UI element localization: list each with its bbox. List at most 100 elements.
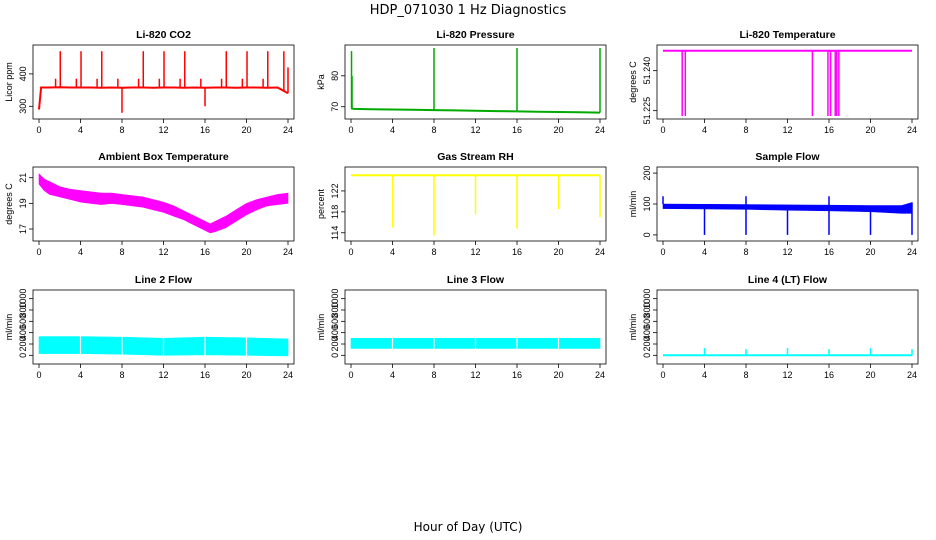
x-tick-label: 8 <box>431 125 436 135</box>
x-tick-label: 16 <box>824 247 834 257</box>
plot-area <box>38 51 289 113</box>
y-tick-label: 800 <box>642 302 652 317</box>
x-tick-label: 8 <box>743 247 748 257</box>
x-tick-label: 20 <box>241 370 251 380</box>
plot-area <box>663 347 913 357</box>
y-axis: 51.225 51.240 <box>642 57 657 124</box>
x-tick-label: 8 <box>119 125 124 135</box>
panel-2: Li-820 Pressure 0 4 8 12 16 20 24 70 80 kPa <box>316 29 607 135</box>
panel-title: Line 2 Flow <box>135 274 193 286</box>
x-tick-label: 4 <box>390 370 395 380</box>
y-tick-label: 300 <box>18 99 28 114</box>
x-tick-label: 12 <box>470 125 480 135</box>
x-tick-label: 4 <box>702 247 707 257</box>
y-tick-label: 19 <box>18 198 28 208</box>
x-tick-label: 20 <box>553 125 563 135</box>
y-axis-label: ml/min <box>4 314 14 341</box>
x-tick-label: 8 <box>743 125 748 135</box>
panel-5: Gas Stream RH 0 4 8 12 16 20 24 114 118 122 percent <box>316 151 607 257</box>
plot-area <box>350 291 601 363</box>
x-tick-label: 24 <box>907 125 917 135</box>
panel-title: Gas Stream RH <box>437 151 513 163</box>
y-tick-label: 200 <box>330 336 340 351</box>
x-tick-label: 24 <box>907 247 917 257</box>
y-axis-label: ml/min <box>628 314 638 341</box>
x-tick-label: 24 <box>907 370 917 380</box>
x-tick-label: 16 <box>824 125 834 135</box>
plot-area <box>351 174 601 236</box>
x-tick-label: 12 <box>158 125 168 135</box>
y-tick-label: 1000 <box>330 289 340 309</box>
x-tick-label: 0 <box>660 125 665 135</box>
x-tick-label: 20 <box>865 247 875 257</box>
y-axis: 114 118 122 <box>330 183 345 240</box>
x-tick-label: 16 <box>200 125 210 135</box>
x-tick-label: 24 <box>283 370 293 380</box>
panel-title: Li-820 Temperature <box>739 29 835 41</box>
x-axis: 0 4 8 12 16 20 24 <box>36 364 293 380</box>
plot-frame <box>344 44 607 120</box>
y-tick-label: 800 <box>330 302 340 317</box>
y-tick-label: 122 <box>330 183 340 198</box>
x-tick-label: 4 <box>390 125 395 135</box>
panel-title: Line 4 (LT) Flow <box>748 274 828 286</box>
x-tick-label: 0 <box>660 247 665 257</box>
x-tick-label: 16 <box>512 370 522 380</box>
y-tick-label: 21 <box>18 173 28 183</box>
y-tick-label: 400 <box>18 325 28 340</box>
x-tick-label: 8 <box>119 247 124 257</box>
y-tick-label: 0 <box>18 353 28 358</box>
x-axis: 0 4 8 12 16 20 24 <box>36 119 293 135</box>
figure-title: HDP_071030 1 Hz Diagnostics <box>370 3 567 18</box>
x-tick-label: 16 <box>512 247 522 257</box>
x-tick-label: 20 <box>241 247 251 257</box>
series-band <box>38 173 289 234</box>
y-axis: 70 80 <box>330 71 345 112</box>
panel-title: Ambient Box Temperature <box>98 151 229 163</box>
x-tick-label: 24 <box>595 125 605 135</box>
x-tick-label: 16 <box>512 125 522 135</box>
y-tick-label: 400 <box>330 325 340 340</box>
y-tick-label: 0 <box>642 232 652 237</box>
plot-area <box>38 173 289 234</box>
y-tick-label: 100 <box>642 196 652 211</box>
x-tick-label: 12 <box>782 370 792 380</box>
x-tick-label: 12 <box>782 125 792 135</box>
x-tick-label: 24 <box>595 247 605 257</box>
y-tick-label: 0 <box>642 353 652 358</box>
x-axis: 0 4 8 12 16 20 24 <box>660 119 917 135</box>
y-tick-label: 118 <box>330 205 340 219</box>
y-tick-label: 0 <box>330 353 340 358</box>
x-axis: 0 4 8 12 16 20 24 <box>660 241 917 257</box>
panel-title: Li-820 Pressure <box>436 29 514 41</box>
series-line <box>38 86 289 110</box>
panel-3: Li-820 Temperature 0 4 8 12 16 20 24 51.225 51.24… <box>628 29 919 135</box>
y-tick-label: 200 <box>642 336 652 351</box>
y-tick-label: 17 <box>18 224 28 234</box>
x-tick-label: 4 <box>702 370 707 380</box>
x-tick-label: 4 <box>78 247 83 257</box>
x-tick-label: 0 <box>348 125 353 135</box>
x-tick-label: 12 <box>470 370 480 380</box>
x-axis: 0 4 8 12 16 20 24 <box>348 119 605 135</box>
panel-title: Line 3 Flow <box>447 274 505 286</box>
x-tick-label: 8 <box>119 370 124 380</box>
y-tick-label: 400 <box>642 325 652 340</box>
x-axis: 0 4 8 12 16 20 24 <box>660 364 917 380</box>
y-tick-label: 600 <box>642 314 652 329</box>
x-tick-label: 4 <box>78 125 83 135</box>
y-tick-label: 600 <box>18 314 28 329</box>
figure-xlabel: Hour of Day (UTC) <box>414 520 523 534</box>
y-tick-label: 80 <box>330 71 340 81</box>
x-tick-label: 0 <box>660 370 665 380</box>
x-tick-label: 4 <box>78 370 83 380</box>
x-tick-label: 8 <box>743 370 748 380</box>
x-tick-label: 12 <box>158 370 168 380</box>
x-tick-label: 16 <box>824 370 834 380</box>
x-tick-label: 4 <box>702 125 707 135</box>
